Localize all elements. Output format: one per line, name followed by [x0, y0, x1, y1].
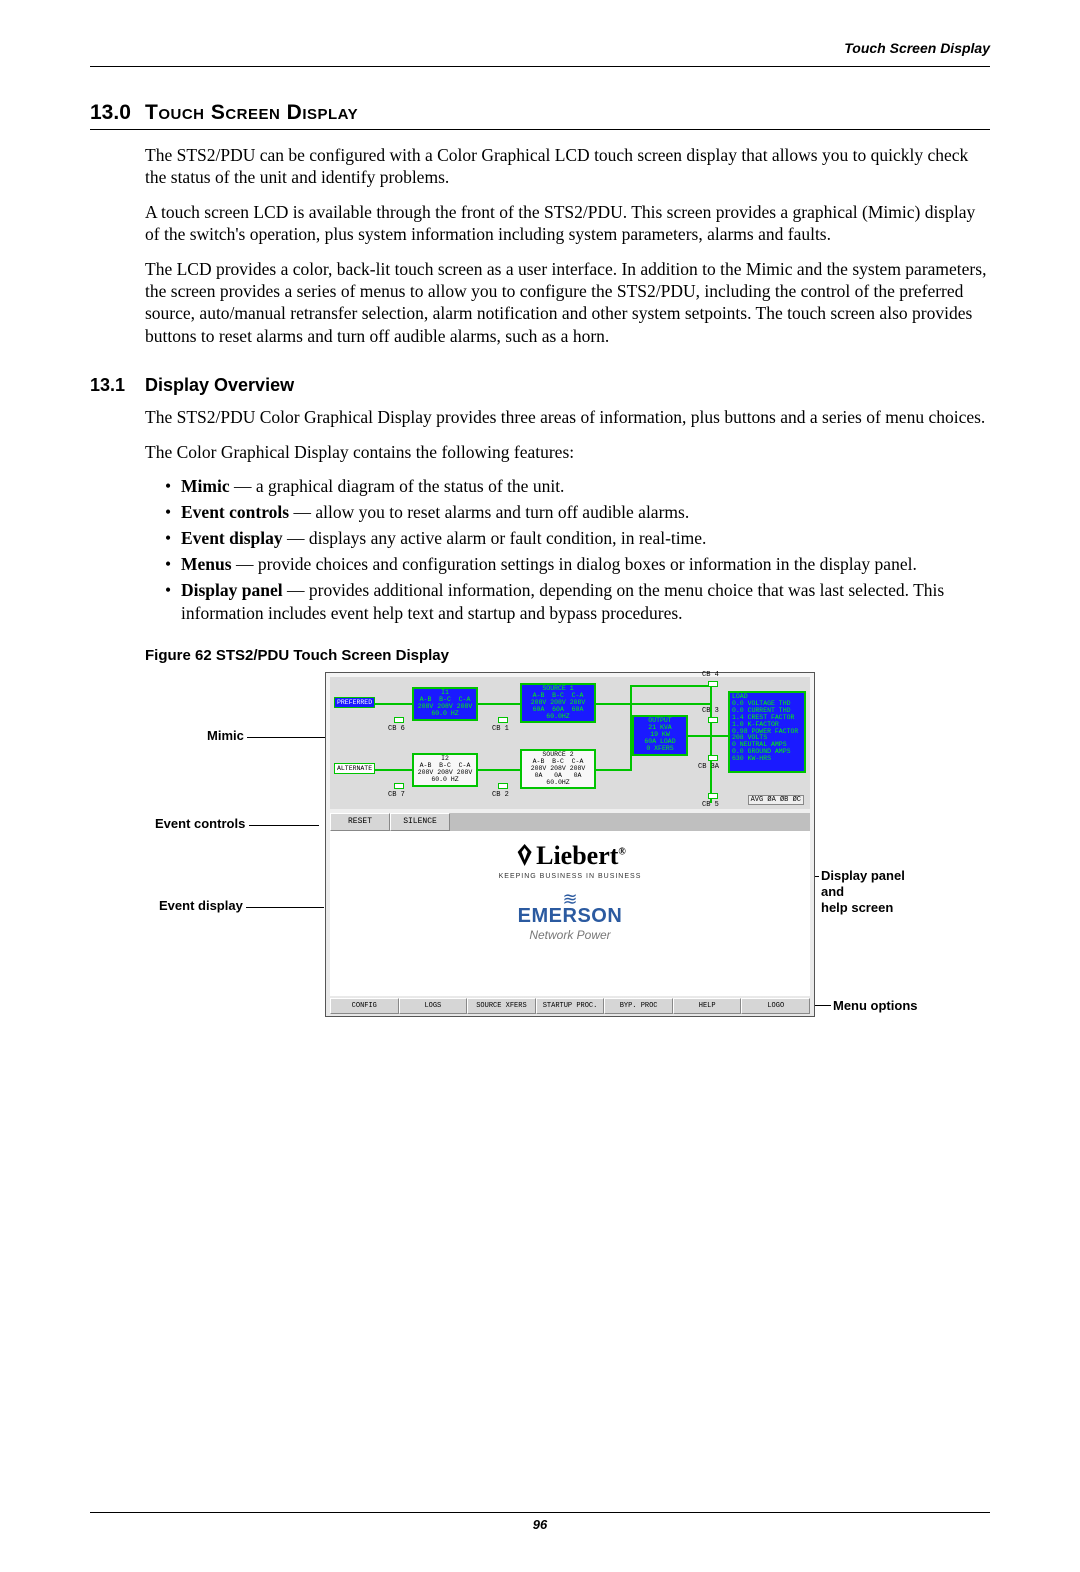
output-box[interactable]: OUTPUT 21 KVA 19 KW 60A LOAD 0 XFERS [632, 715, 688, 755]
liebert-tagline: KEEPING BUSINESS IN BUSINESS [499, 873, 642, 880]
section-rule [90, 129, 990, 130]
feature-item: Event display — displays any active alar… [165, 527, 990, 550]
silence-button[interactable]: SILENCE [390, 813, 450, 831]
subsection-title: Display Overview [145, 375, 294, 396]
top-rule [90, 66, 990, 67]
callout-display-panel: Display panelandhelp screen [821, 868, 905, 915]
touch-screen[interactable]: PREFERRED ALTERNATE I1 A-B B-C C-A 208V … [325, 672, 815, 1017]
feature-item: Event controls — allow you to reset alar… [165, 501, 990, 524]
feature-item: Menus — provide choices and configuratio… [165, 553, 990, 576]
running-head: Touch Screen Display [90, 40, 990, 60]
i2-box[interactable]: I2 A-B B-C C-A 208V 208V 208V 60.0 HZ [412, 753, 478, 786]
callout-menu-options: Menu options [833, 998, 918, 1014]
alternate-label: ALTERNATE [334, 763, 375, 774]
page-number: 96 [90, 1517, 990, 1532]
menu-button[interactable]: BYP. PROC [604, 998, 673, 1014]
menu-button[interactable]: SOURCE XFERS [467, 998, 536, 1014]
mimic-panel[interactable]: PREFERRED ALTERNATE I1 A-B B-C C-A 208V … [330, 677, 810, 809]
source2-box[interactable]: SOURCE 2 A-B B-C C-A 208V 208V 208V 0A 0… [520, 749, 596, 789]
para-5: The Color Graphical Display contains the… [145, 441, 990, 463]
section-title: Touch Screen Display [145, 101, 358, 125]
liebert-icon [514, 842, 536, 868]
menu-button[interactable]: HELP [673, 998, 742, 1014]
menu-button[interactable]: STARTUP PROC. [536, 998, 605, 1014]
display-panel: Liebert® KEEPING BUSINESS IN BUSINESS ≋ … [330, 831, 810, 996]
callout-event-controls: Event controls [155, 816, 319, 832]
menu-button[interactable]: LOGO [741, 998, 810, 1014]
para-3: The LCD provides a color, back-lit touch… [145, 258, 990, 348]
source1-box[interactable]: SOURCE 1 A-B B-C C-A 208V 208V 208V 60A … [520, 683, 596, 723]
emerson-logo: ≋ EMERSON Network Power [499, 894, 642, 942]
figure-caption: Figure 62 STS2/PDU Touch Screen Display [145, 647, 990, 664]
para-1: The STS2/PDU can be configured with a Co… [145, 144, 990, 189]
figure: Mimic Event controls Event display Displ… [145, 672, 925, 1032]
avg-bar[interactable]: AVG ØA ØB ØC [748, 795, 804, 805]
section-number: 13.0 [90, 101, 145, 125]
i1-box[interactable]: I1 A-B B-C C-A 208V 208V 208V 60.0 HZ [412, 687, 478, 720]
feature-item: Mimic — a graphical diagram of the statu… [165, 475, 990, 498]
load-box[interactable]: LOAD 0.0 VOLTAGE THD 0.0 CURRENT THD 1.4… [728, 691, 806, 773]
menu-button[interactable]: LOGS [399, 998, 468, 1014]
reset-button[interactable]: RESET [330, 813, 390, 831]
para-2: A touch screen LCD is available through … [145, 201, 990, 246]
callout-mimic: Mimic [207, 728, 325, 744]
callout-event-display: Event display [159, 898, 324, 914]
menu-bar: CONFIGLOGSSOURCE XFERSSTARTUP PROC.BYP. … [330, 998, 810, 1014]
feature-item: Display panel — provides additional info… [165, 579, 990, 625]
subsection-number: 13.1 [90, 375, 145, 396]
subsection-heading: 13.1 Display Overview [90, 375, 990, 396]
event-controls-bar: RESET SILENCE [330, 813, 810, 831]
menu-button[interactable]: CONFIG [330, 998, 399, 1014]
liebert-logo: Liebert® [499, 841, 642, 875]
para-4: The STS2/PDU Color Graphical Display pro… [145, 406, 990, 428]
section-heading: 13.0 Touch Screen Display [90, 101, 990, 125]
bottom-rule [90, 1512, 990, 1513]
preferred-label: PREFERRED [334, 697, 375, 708]
feature-list: Mimic — a graphical diagram of the statu… [165, 475, 990, 626]
